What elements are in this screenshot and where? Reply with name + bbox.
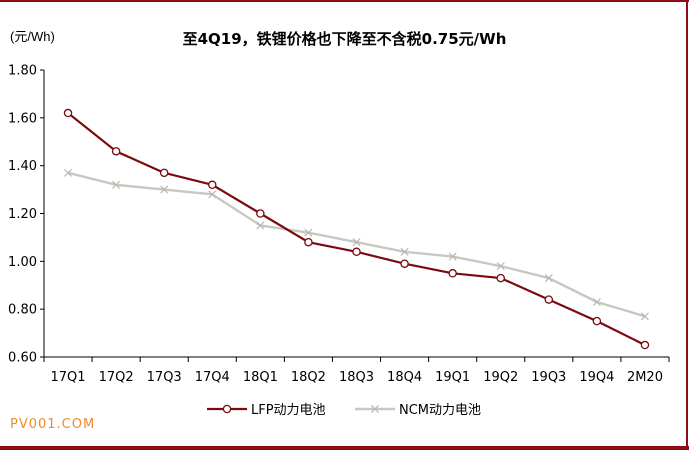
lfp-data-point [256,209,265,218]
legend-ncm-label: NCM动力电池 [399,403,481,418]
x-tick-label: 17Q1 [51,370,86,385]
series-line-lfp [67,112,646,347]
right-border [686,0,688,450]
x-tick-label: 19Q1 [435,370,470,385]
x-tick-label: 18Q1 [243,370,278,385]
y-tick-label: 1.60 [8,111,37,126]
x-tick-label: 17Q3 [147,370,182,385]
x-tick-label: 18Q2 [291,370,326,385]
ncm-data-point [112,180,121,189]
y-tick-label: 0.80 [8,303,37,318]
x-tick-label: 19Q2 [483,370,518,385]
legend-lfp-marker [222,404,232,414]
legend-lfp-label: LFP动力电池 [251,403,326,418]
ncm-data-point [544,274,553,283]
x-tick-label: 17Q2 [99,370,134,385]
lfp-data-point [159,168,169,178]
series-line-ncm [67,171,646,318]
ncm-data-point [400,247,409,256]
top-border [0,0,689,2]
y-axis-unit-label: (元/Wh) [10,29,55,44]
y-tick-label: 1.20 [8,207,37,222]
y-tick-label: 0.60 [8,351,37,366]
x-tick-label: 18Q4 [387,370,422,385]
lfp-data-point [496,273,505,283]
x-tick-label: 18Q3 [339,370,374,385]
y-tick-label: 1.40 [8,159,37,174]
lfp-data-point [592,316,602,326]
lfp-data-point [304,237,313,247]
ncm-data-point [208,190,217,199]
bottom-border [0,446,689,450]
lfp-data-point [208,180,217,190]
y-tick-label: 1.00 [8,255,37,270]
watermark: PV001.COM [10,417,96,432]
lfp-data-point [111,147,121,156]
y-tick-label: 1.80 [8,64,37,79]
lfp-data-point [640,340,650,350]
lfp-data-point [400,259,409,268]
x-tick-label: 17Q4 [195,370,230,385]
chart-title: 至4Q19，铁锂价格也下降至不含税0.75元/Wh [182,30,507,48]
ncm-data-point [640,312,649,321]
ncm-data-point [64,168,73,177]
ncm-data-point [352,238,361,247]
ncm-data-point [304,228,313,237]
lfp-data-point [448,269,457,278]
ncm-data-point [496,262,505,271]
ncm-data-point [448,252,457,261]
ncm-data-point [256,221,265,230]
lfp-data-point [352,247,361,257]
legend-ncm-marker [370,404,380,414]
x-tick-label: 19Q3 [531,370,566,385]
lfp-data-point [63,108,73,118]
x-tick-label: 19Q4 [579,370,614,385]
ncm-data-point [160,185,169,194]
x-tick-label: 2M20 [627,370,663,385]
ncm-data-point [592,297,601,307]
lfp-data-point [544,295,554,304]
